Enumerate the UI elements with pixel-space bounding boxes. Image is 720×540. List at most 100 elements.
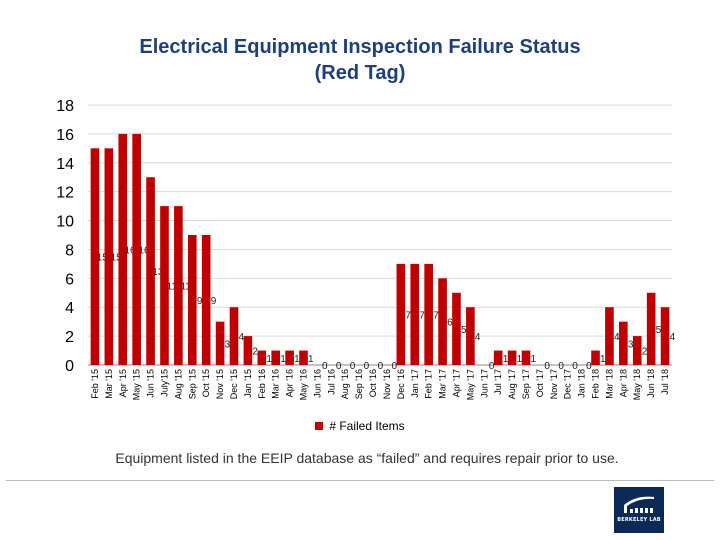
legend-label: # Failed Items	[329, 419, 405, 433]
data-label: 1	[503, 354, 509, 365]
x-tick-label: Feb '17	[424, 369, 434, 399]
data-label: 0	[572, 361, 578, 372]
bar	[257, 350, 267, 365]
bar	[160, 206, 169, 365]
bar	[591, 350, 600, 365]
x-tick-label: Sep '15	[187, 369, 197, 399]
data-label: 1	[294, 354, 300, 365]
x-tick-label: Jan '17	[410, 369, 420, 398]
x-tick-label: Dec '15	[229, 369, 239, 399]
berkeley-lab-logo: BERKELEY LAB	[614, 487, 664, 533]
x-tick-label: Oct '15	[201, 369, 211, 397]
bar	[174, 206, 183, 365]
bar	[521, 350, 531, 365]
bar	[493, 350, 503, 365]
x-tick-label: Nov '17	[549, 369, 559, 399]
x-tick-label: Dec '16	[396, 369, 406, 399]
y-tick-label: 8	[65, 242, 74, 259]
data-label: 1	[517, 354, 523, 365]
data-label: 3	[628, 339, 634, 350]
bar	[466, 307, 475, 365]
y-tick-label: 2	[65, 329, 74, 346]
data-label: 0	[391, 361, 397, 372]
bar	[215, 321, 225, 365]
bar	[619, 321, 628, 365]
footer-divider	[6, 480, 714, 481]
bar	[104, 148, 114, 365]
data-label: 5	[461, 325, 467, 336]
data-label: 0	[558, 361, 564, 372]
chart-legend: # Failed Items	[0, 419, 720, 433]
data-label: 13	[152, 267, 164, 278]
x-tick-label: Oct '17	[535, 369, 545, 397]
data-label: 7	[419, 310, 425, 321]
data-label: 6	[447, 318, 453, 329]
x-tick-label: Jun '15	[146, 369, 156, 398]
x-tick-label: Mar '17	[438, 369, 448, 399]
data-label: 9	[211, 296, 217, 307]
bar	[452, 292, 461, 365]
x-tick-label: Dec '17	[563, 369, 573, 399]
bar	[299, 350, 308, 365]
x-tick-label: Jan '18	[577, 369, 587, 398]
bar	[605, 307, 614, 365]
x-tick-label: Mar '15	[104, 369, 114, 399]
x-tick-label: Sep '17	[521, 369, 531, 399]
chart-title-line-2: (Red Tag)	[314, 62, 406, 84]
x-tick-label: Oct '16	[368, 369, 378, 397]
bar	[146, 177, 155, 365]
x-tick-label: Mar '18	[604, 369, 614, 399]
chart-title: Electrical Equipment Inspection Failure …	[60, 34, 660, 86]
y-tick-label: 14	[56, 156, 74, 173]
x-tick-label: Nov '15	[215, 369, 225, 399]
data-label: 9	[197, 296, 203, 307]
data-label: 1	[280, 354, 286, 365]
bar	[187, 235, 197, 365]
data-label: 15	[97, 253, 109, 264]
data-label: 1	[600, 354, 606, 365]
bar	[243, 336, 253, 365]
x-tick-label: May '15	[132, 369, 142, 400]
bar	[424, 263, 433, 365]
x-tick-label: May '18	[632, 369, 642, 400]
x-tick-label: Jun '17	[479, 369, 489, 398]
x-tick-label: Jul '16	[326, 369, 336, 395]
x-tick-label: Apr '16	[285, 369, 295, 397]
bar	[396, 263, 406, 365]
data-label: 7	[405, 310, 411, 321]
legend-swatch	[315, 422, 324, 430]
logo-text: BERKELEY LAB	[617, 517, 661, 523]
x-tick-label: Feb '16	[257, 369, 267, 399]
data-label: 5	[656, 325, 662, 336]
data-label: 0	[364, 361, 370, 372]
data-label: 1	[308, 354, 314, 365]
data-label: 4	[475, 332, 481, 343]
x-tick-label: Apr '17	[451, 369, 461, 397]
y-tick-label: 12	[56, 185, 74, 202]
x-tick-label: Aug '16	[340, 369, 350, 399]
y-tick-label: 18	[56, 98, 74, 115]
data-label: 16	[138, 245, 150, 256]
data-label: 4	[670, 332, 676, 343]
data-label: 0	[378, 361, 384, 372]
x-tick-label: Aug '15	[173, 369, 183, 399]
x-tick-label: Feb '15	[90, 369, 100, 399]
lab-building-icon	[624, 496, 654, 513]
x-tick-label: Aug '17	[507, 369, 517, 399]
data-label: 1	[531, 354, 537, 365]
x-tick-label: Sep '16	[354, 369, 364, 399]
data-label: 4	[614, 332, 620, 343]
data-label: 0	[544, 361, 550, 372]
data-label: 0	[350, 361, 356, 372]
data-label: 15	[111, 253, 123, 264]
data-label: 2	[252, 347, 258, 358]
chart-title-line-1: Electrical Equipment Inspection Failure …	[139, 36, 581, 58]
y-tick-label: 6	[65, 271, 74, 288]
x-tick-label: Apr '15	[118, 369, 128, 397]
x-tick-label: Jan '15	[243, 369, 253, 398]
x-tick-label: July'15	[159, 369, 169, 397]
data-label: 0	[489, 361, 495, 372]
bar	[507, 350, 517, 365]
bar	[271, 350, 281, 365]
y-tick-label: 4	[65, 300, 74, 317]
